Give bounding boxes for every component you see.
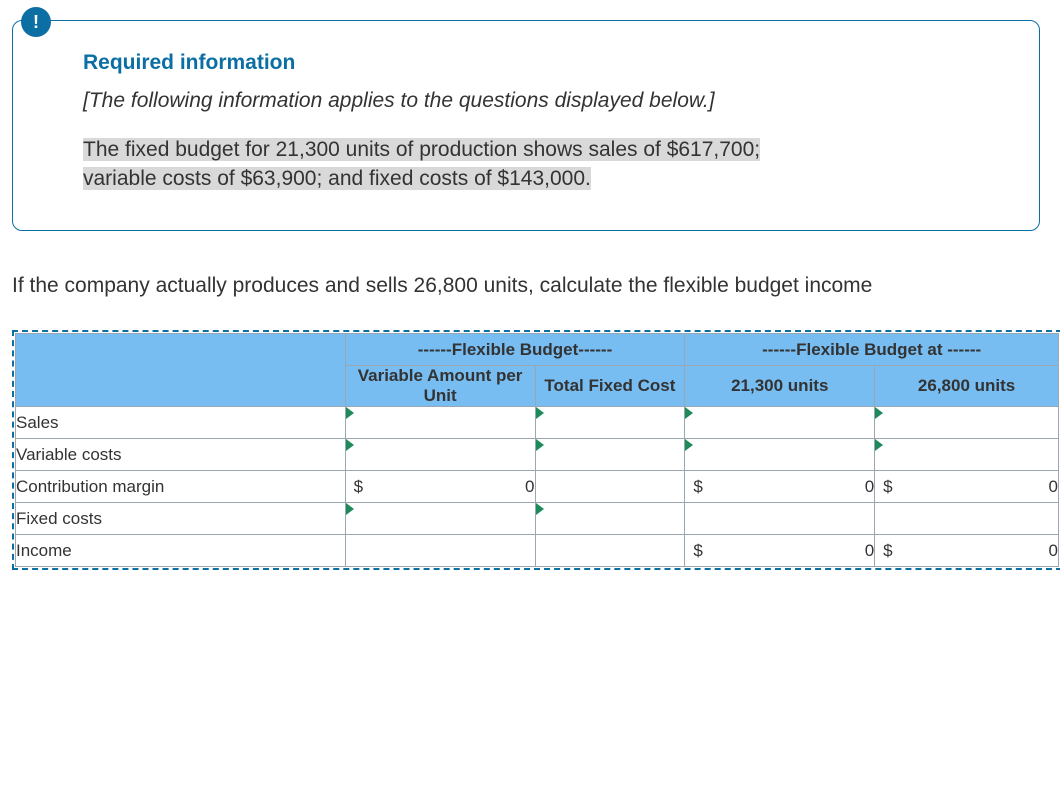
dropdown-icon bbox=[536, 503, 544, 515]
budget-table: ------Flexible Budget------ ------Flexib… bbox=[15, 333, 1059, 567]
contrib-u2-value: 0 bbox=[875, 477, 1058, 497]
problem-line2: variable costs of $63,900; and fixed cos… bbox=[83, 167, 591, 190]
contrib-var-value: 0 bbox=[346, 477, 535, 497]
row-label-varcosts: Variable costs bbox=[16, 439, 346, 471]
dollar-sign: $ bbox=[883, 477, 892, 497]
row-label-sales: Sales bbox=[16, 407, 346, 439]
income-u1-calc: $ 0 bbox=[685, 535, 875, 567]
header-variable-per-unit: Variable Amount per Unit bbox=[345, 366, 535, 407]
varcosts-var-input[interactable] bbox=[345, 439, 535, 471]
sales-fix-input[interactable] bbox=[535, 407, 685, 439]
dollar-sign: $ bbox=[354, 477, 363, 497]
row-label-fixed: Fixed costs bbox=[16, 503, 346, 535]
contrib-var-calc: $ 0 bbox=[345, 471, 535, 503]
row-label-contrib: Contribution margin bbox=[16, 471, 346, 503]
contrib-u2-calc: $ 0 bbox=[875, 471, 1059, 503]
sales-u2-input[interactable] bbox=[875, 407, 1059, 439]
alert-icon: ! bbox=[21, 7, 51, 37]
dropdown-icon bbox=[685, 439, 693, 451]
budget-table-wrap: ------Flexible Budget------ ------Flexib… bbox=[12, 330, 1060, 570]
dropdown-icon bbox=[346, 503, 354, 515]
problem-statement: The fixed budget for 21,300 units of pro… bbox=[83, 135, 1003, 194]
income-u2-value: 0 bbox=[875, 541, 1058, 561]
dollar-sign: $ bbox=[693, 541, 702, 561]
contrib-u1-calc: $ 0 bbox=[685, 471, 875, 503]
dropdown-icon bbox=[875, 407, 883, 419]
sales-u1-input[interactable] bbox=[685, 407, 875, 439]
dropdown-icon bbox=[536, 439, 544, 451]
fixed-u1-calc bbox=[685, 503, 875, 535]
income-u1-value: 0 bbox=[685, 541, 874, 561]
varcosts-u2-input[interactable] bbox=[875, 439, 1059, 471]
header-group-flexible: ------Flexible Budget------ bbox=[345, 334, 685, 366]
header-units-26800: 26,800 units bbox=[875, 366, 1059, 407]
contrib-u1-value: 0 bbox=[685, 477, 874, 497]
dropdown-icon bbox=[875, 439, 883, 451]
varcosts-fix-input[interactable] bbox=[535, 439, 685, 471]
header-blank bbox=[16, 334, 346, 407]
income-var-calc bbox=[345, 535, 535, 567]
context-note: [The following information applies to th… bbox=[83, 89, 1003, 113]
problem-line1: The fixed budget for 21,300 units of pro… bbox=[83, 138, 760, 161]
required-info-box: ! Required information [The following in… bbox=[12, 20, 1040, 231]
header-group-flexible-at: ------Flexible Budget at ------ bbox=[685, 334, 1059, 366]
dropdown-icon bbox=[346, 439, 354, 451]
header-units-21300: 21,300 units bbox=[685, 366, 875, 407]
dropdown-icon bbox=[685, 407, 693, 419]
dollar-sign: $ bbox=[883, 541, 892, 561]
row-label-income: Income bbox=[16, 535, 346, 567]
header-total-fixed: Total Fixed Cost bbox=[535, 366, 685, 407]
sales-var-input[interactable] bbox=[345, 407, 535, 439]
fixed-fix-input[interactable] bbox=[535, 503, 685, 535]
dropdown-icon bbox=[536, 407, 544, 419]
dropdown-icon bbox=[346, 407, 354, 419]
question-text: If the company actually produces and sel… bbox=[12, 271, 1060, 300]
contrib-fix-calc bbox=[535, 471, 685, 503]
varcosts-u1-input[interactable] bbox=[685, 439, 875, 471]
dollar-sign: $ bbox=[693, 477, 702, 497]
income-u2-calc: $ 0 bbox=[875, 535, 1059, 567]
income-fix-calc bbox=[535, 535, 685, 567]
fixed-u2-calc bbox=[875, 503, 1059, 535]
required-title: Required information bbox=[83, 51, 1003, 75]
fixed-var-input[interactable] bbox=[345, 503, 535, 535]
